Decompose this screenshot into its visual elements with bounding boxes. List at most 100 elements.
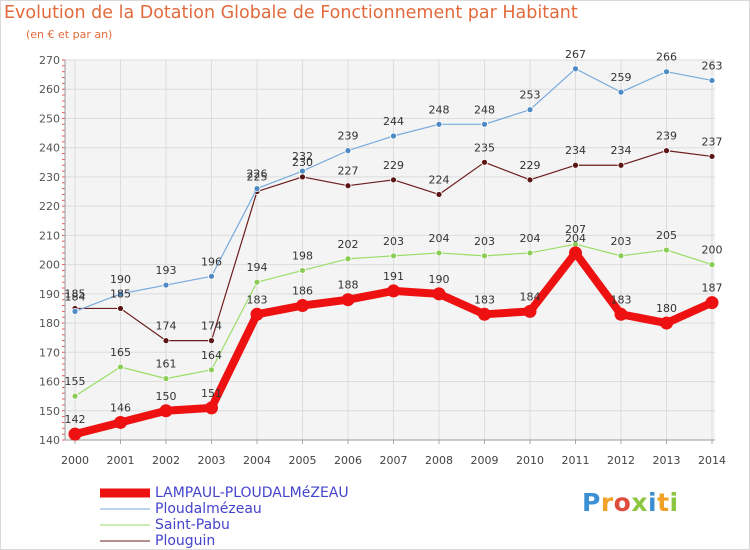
data-label-plouguin: 229 bbox=[383, 159, 404, 172]
data-point-lampaul-ploudalm-zeau bbox=[478, 307, 491, 321]
data-point-ploudalm-zeau bbox=[617, 88, 625, 96]
data-label-lampaul-ploudalm-zeau: 183 bbox=[611, 293, 632, 306]
data-point-lampaul-ploudalm-zeau bbox=[68, 427, 82, 441]
data-label-lampaul-ploudalm-zeau: 151 bbox=[201, 387, 222, 400]
logo-letter: i bbox=[669, 488, 679, 517]
x-tick-label: 2013 bbox=[653, 454, 681, 467]
logo-letter: r bbox=[600, 488, 614, 517]
data-point-ploudalm-zeau bbox=[708, 77, 716, 84]
data-label-ploudalm-zeau: 263 bbox=[702, 59, 723, 72]
data-point-lampaul-ploudalm-zeau bbox=[387, 284, 400, 298]
data-label-saint-pabu: 203 bbox=[383, 235, 404, 248]
y-tick-label: 220 bbox=[39, 200, 60, 213]
logo-letter: i bbox=[648, 488, 658, 517]
x-tick-label: 2014 bbox=[698, 454, 726, 467]
data-label-lampaul-ploudalm-zeau: 190 bbox=[429, 273, 450, 286]
data-point-plouguin bbox=[435, 191, 443, 198]
data-label-ploudalm-zeau: 244 bbox=[383, 115, 404, 128]
data-point-lampaul-ploudalm-zeau bbox=[614, 307, 628, 321]
data-label-plouguin: 237 bbox=[702, 135, 723, 148]
data-label-ploudalm-zeau: 239 bbox=[338, 130, 359, 143]
data-point-saint-pabu bbox=[708, 261, 716, 269]
data-point-lampaul-ploudalm-zeau bbox=[341, 293, 355, 307]
data-label-plouguin: 174 bbox=[201, 320, 222, 333]
data-point-lampaul-ploudalm-zeau bbox=[159, 404, 173, 418]
data-label-plouguin: 174 bbox=[156, 320, 177, 333]
data-point-lampaul-ploudalm-zeau bbox=[432, 287, 446, 301]
data-point-lampaul-ploudalm-zeau bbox=[114, 415, 127, 429]
x-tick-label: 2002 bbox=[152, 454, 180, 467]
data-point-saint-pabu bbox=[435, 249, 443, 257]
data-label-plouguin: 229 bbox=[520, 159, 541, 172]
data-point-ploudalm-zeau bbox=[162, 281, 170, 289]
data-point-saint-pabu bbox=[344, 255, 352, 263]
data-label-saint-pabu: 165 bbox=[110, 346, 131, 359]
legend-label-saint-pabu: Saint-Pabu bbox=[155, 517, 230, 533]
data-point-saint-pabu bbox=[526, 249, 534, 257]
x-tick-label: 2001 bbox=[107, 454, 135, 467]
data-point-lampaul-ploudalm-zeau bbox=[660, 316, 673, 330]
data-point-lampaul-ploudalm-zeau bbox=[250, 307, 264, 321]
logo-letter: P bbox=[582, 488, 601, 517]
data-label-plouguin: 224 bbox=[429, 173, 450, 186]
data-label-plouguin: 234 bbox=[611, 144, 632, 157]
logo-letter: x bbox=[631, 488, 648, 517]
legend-item-lampaul: LAMPAUL-PLOUDALMéZEAU bbox=[100, 485, 430, 501]
y-tick-label: 170 bbox=[39, 346, 60, 359]
legend-swatch-ploudalmezeau bbox=[100, 508, 150, 510]
data-label-ploudalm-zeau: 226 bbox=[247, 168, 268, 181]
logo-letter: o bbox=[613, 488, 632, 517]
data-label-saint-pabu: 198 bbox=[292, 249, 313, 262]
data-label-plouguin: 234 bbox=[565, 144, 586, 157]
data-point-saint-pabu bbox=[390, 252, 397, 260]
y-tick-label: 270 bbox=[39, 54, 60, 67]
data-label-lampaul-ploudalm-zeau: 187 bbox=[702, 282, 723, 295]
data-point-plouguin bbox=[162, 337, 170, 345]
x-tick-label: 2010 bbox=[516, 454, 544, 467]
data-point-plouguin bbox=[344, 182, 352, 190]
chart-legend: LAMPAUL-PLOUDALMéZEAU Ploudalmézeau Sain… bbox=[100, 485, 430, 549]
data-point-saint-pabu bbox=[663, 246, 670, 254]
data-label-ploudalm-zeau: 267 bbox=[565, 48, 586, 61]
data-point-plouguin bbox=[526, 176, 534, 184]
y-tick-label: 260 bbox=[39, 83, 60, 96]
data-label-ploudalm-zeau: 253 bbox=[520, 89, 541, 102]
data-point-ploudalm-zeau bbox=[299, 167, 306, 175]
data-label-ploudalm-zeau: 184 bbox=[65, 290, 86, 303]
data-point-lampaul-ploudalm-zeau bbox=[569, 246, 582, 260]
data-point-saint-pabu bbox=[208, 366, 215, 374]
data-label-plouguin: 227 bbox=[338, 165, 359, 178]
data-label-ploudalm-zeau: 196 bbox=[201, 255, 222, 268]
data-label-plouguin: 239 bbox=[656, 130, 677, 143]
data-label-plouguin: 225 bbox=[247, 171, 268, 184]
data-label-lampaul-ploudalm-zeau: 186 bbox=[292, 285, 313, 298]
data-point-plouguin bbox=[299, 173, 306, 181]
legend-item-ploudalmezeau: Ploudalmézeau bbox=[100, 501, 430, 517]
data-label-lampaul-ploudalm-zeau: 204 bbox=[565, 232, 586, 245]
legend-item-saint-pabu: Saint-Pabu bbox=[100, 517, 430, 533]
data-point-lampaul-ploudalm-zeau bbox=[296, 299, 309, 313]
data-point-plouguin bbox=[663, 147, 670, 155]
data-point-ploudalm-zeau bbox=[390, 132, 397, 140]
data-point-lampaul-ploudalm-zeau bbox=[705, 296, 719, 310]
legend-label-lampaul: LAMPAUL-PLOUDALMéZEAU bbox=[155, 485, 349, 501]
data-label-ploudalm-zeau: 190 bbox=[110, 273, 131, 286]
data-label-ploudalm-zeau: 259 bbox=[611, 71, 632, 84]
data-label-saint-pabu: 204 bbox=[429, 232, 450, 245]
x-tick-label: 2011 bbox=[562, 454, 590, 467]
legend-swatch-saint-pabu bbox=[100, 524, 150, 526]
data-label-lampaul-ploudalm-zeau: 150 bbox=[156, 390, 177, 403]
x-tick-label: 2007 bbox=[380, 454, 408, 467]
data-point-saint-pabu bbox=[481, 252, 488, 260]
y-tick-label: 200 bbox=[39, 259, 60, 272]
y-tick-label: 160 bbox=[39, 376, 60, 389]
x-tick-label: 2012 bbox=[607, 454, 635, 467]
data-label-ploudalm-zeau: 232 bbox=[292, 150, 313, 163]
data-point-ploudalm-zeau bbox=[526, 106, 534, 114]
data-point-plouguin bbox=[208, 337, 215, 345]
data-label-lampaul-ploudalm-zeau: 146 bbox=[110, 401, 131, 414]
chart-title: Evolution de la Dotation Globale de Fonc… bbox=[4, 3, 578, 23]
legend-item-plouguin: Plouguin bbox=[100, 533, 430, 549]
y-tick-label: 240 bbox=[39, 142, 60, 155]
data-point-saint-pabu bbox=[162, 375, 170, 383]
